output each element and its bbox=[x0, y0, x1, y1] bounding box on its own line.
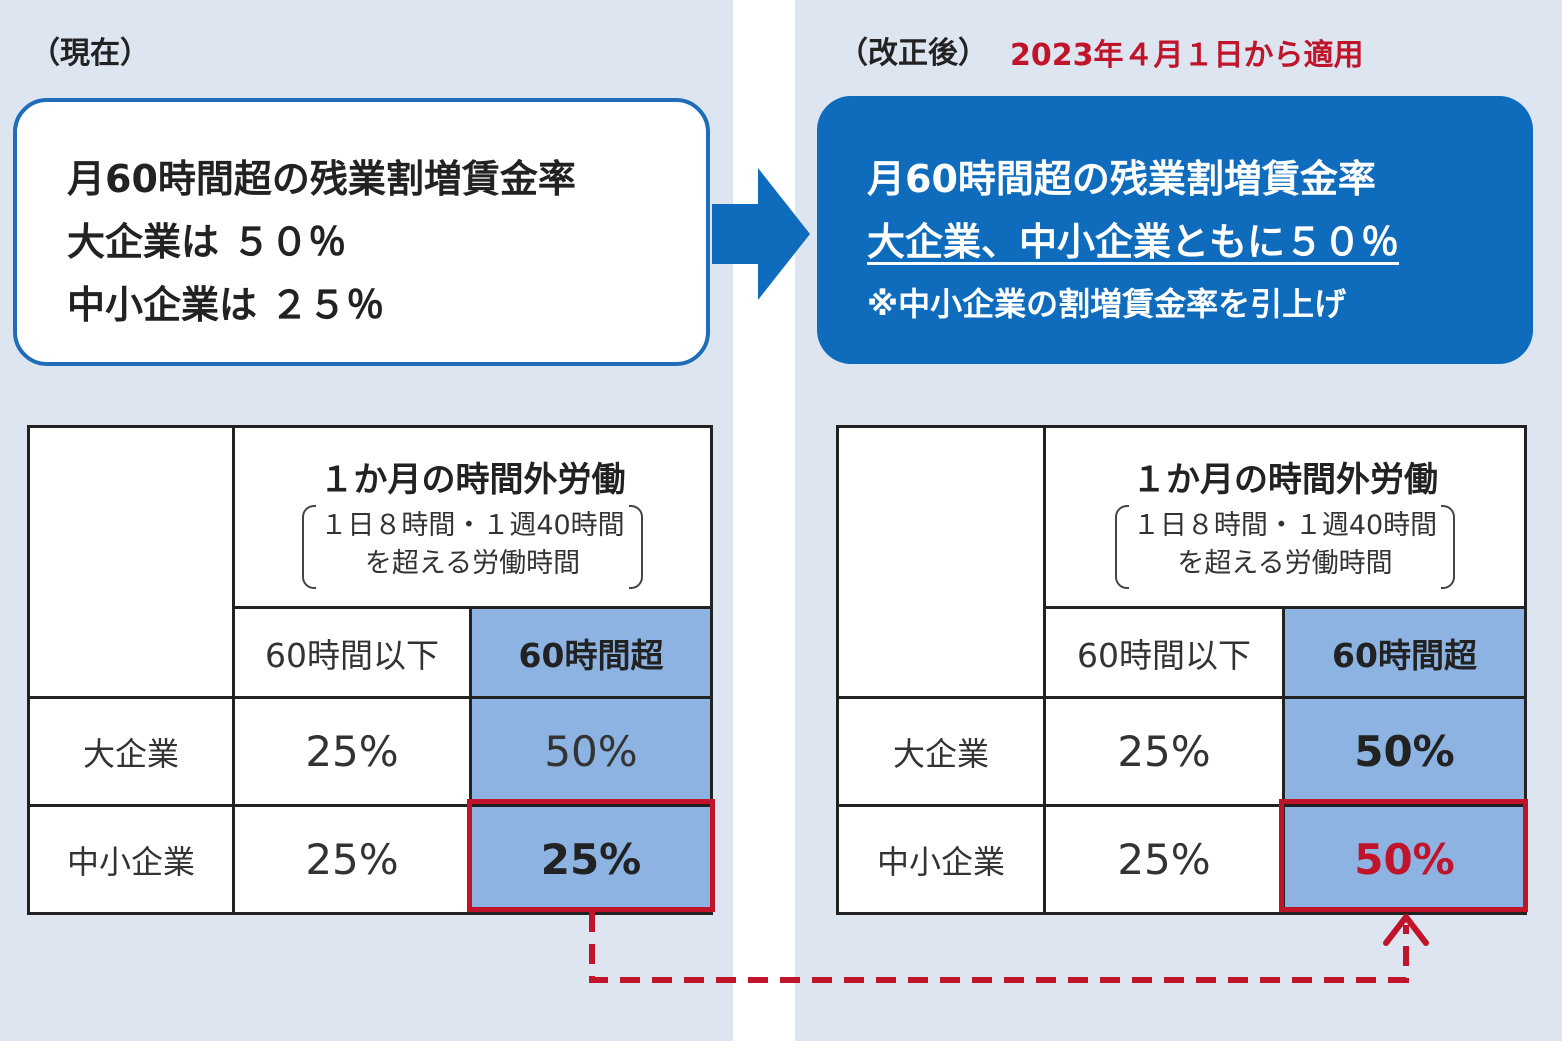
row-label-sme: 中小企業 bbox=[836, 804, 1046, 915]
left-paren-icon bbox=[1114, 504, 1129, 589]
row-label-large: 大企業 bbox=[27, 696, 235, 807]
revised-summary-line3: ※中小企業の割増賃金率を引上げ bbox=[867, 285, 1347, 323]
header-sub-line1: １日８時間・１週40時間 bbox=[320, 509, 625, 541]
header-sub-line2: を超える労働時間 bbox=[364, 547, 581, 579]
header-sub-line1: １日８時間・１週40時間 bbox=[1132, 509, 1438, 541]
current-label: （現在） bbox=[30, 36, 150, 71]
header-sub: １日８時間・１週40時間 を超える労働時間 bbox=[1114, 504, 1456, 589]
current-rate-table: １か月の時間外労働 １日８時間・１週40時間 を超える労働時間 60時間以下 6… bbox=[27, 425, 714, 915]
cell-sme-over60: 25% bbox=[468, 804, 714, 915]
revised-summary-line2: 大企業、中小企業ともに５０％ bbox=[867, 220, 1400, 264]
current-summary-line2: 大企業は ５０％ bbox=[67, 220, 347, 264]
cell-sme-under60: 25% bbox=[1043, 804, 1285, 915]
revised-rate-table: １か月の時間外労働 １日８時間・１週40時間 を超える労働時間 60時間以下 6… bbox=[836, 425, 1528, 915]
cell-large-over60: 50% bbox=[1281, 696, 1528, 807]
table-header: １か月の時間外労働 １日８時間・１週40時間 を超える労働時間 bbox=[1042, 425, 1528, 609]
revised-summary-box: 月60時間超の残業割増賃金率 大企業、中小企業ともに５０％ ※中小企業の割増賃金… bbox=[817, 96, 1533, 364]
cell-large-over60: 50% bbox=[468, 696, 714, 807]
row-label-sme: 中小企業 bbox=[27, 804, 235, 915]
col-header-under60: 60時間以下 bbox=[232, 606, 472, 699]
right-paren-icon bbox=[1441, 504, 1456, 589]
revised-label: （改正後） bbox=[838, 36, 988, 71]
cell-sme-under60: 25% bbox=[232, 804, 472, 915]
row-label-large: 大企業 bbox=[836, 696, 1046, 807]
left-paren-icon bbox=[302, 504, 317, 589]
header-sub: １日８時間・１週40時間 を超える労働時間 bbox=[302, 504, 643, 589]
table-header: １か月の時間外労働 １日８時間・１週40時間 を超える労働時間 bbox=[231, 425, 714, 609]
current-summary-box: 月60時間超の残業割増賃金率 大企業は ５０％ 中小企業は ２５％ bbox=[13, 98, 710, 366]
header-main: １か月の時間外労働 bbox=[319, 459, 626, 500]
cell-large-under60: 25% bbox=[232, 696, 472, 807]
table-corner bbox=[27, 425, 235, 699]
table-corner bbox=[836, 425, 1046, 699]
current-summary-line3: 中小企業は ２５％ bbox=[67, 283, 385, 327]
col-header-over60: 60時間超 bbox=[1281, 606, 1528, 699]
col-header-over60: 60時間超 bbox=[468, 606, 714, 699]
revised-summary-line1: 月60時間超の残業割増賃金率 bbox=[867, 157, 1376, 201]
right-paren-icon bbox=[628, 504, 643, 589]
header-main: １か月の時間外労働 bbox=[1132, 459, 1438, 500]
effective-date: 2023年４月１日から適用 bbox=[1010, 38, 1364, 73]
cell-sme-over60: 50% bbox=[1281, 804, 1528, 915]
cell-large-under60: 25% bbox=[1043, 696, 1285, 807]
header-sub-line2: を超える労働時間 bbox=[1177, 547, 1393, 579]
arrow-right-icon bbox=[712, 168, 810, 300]
current-summary-line1: 月60時間超の残業割増賃金率 bbox=[67, 157, 576, 201]
col-header-under60: 60時間以下 bbox=[1043, 606, 1285, 699]
